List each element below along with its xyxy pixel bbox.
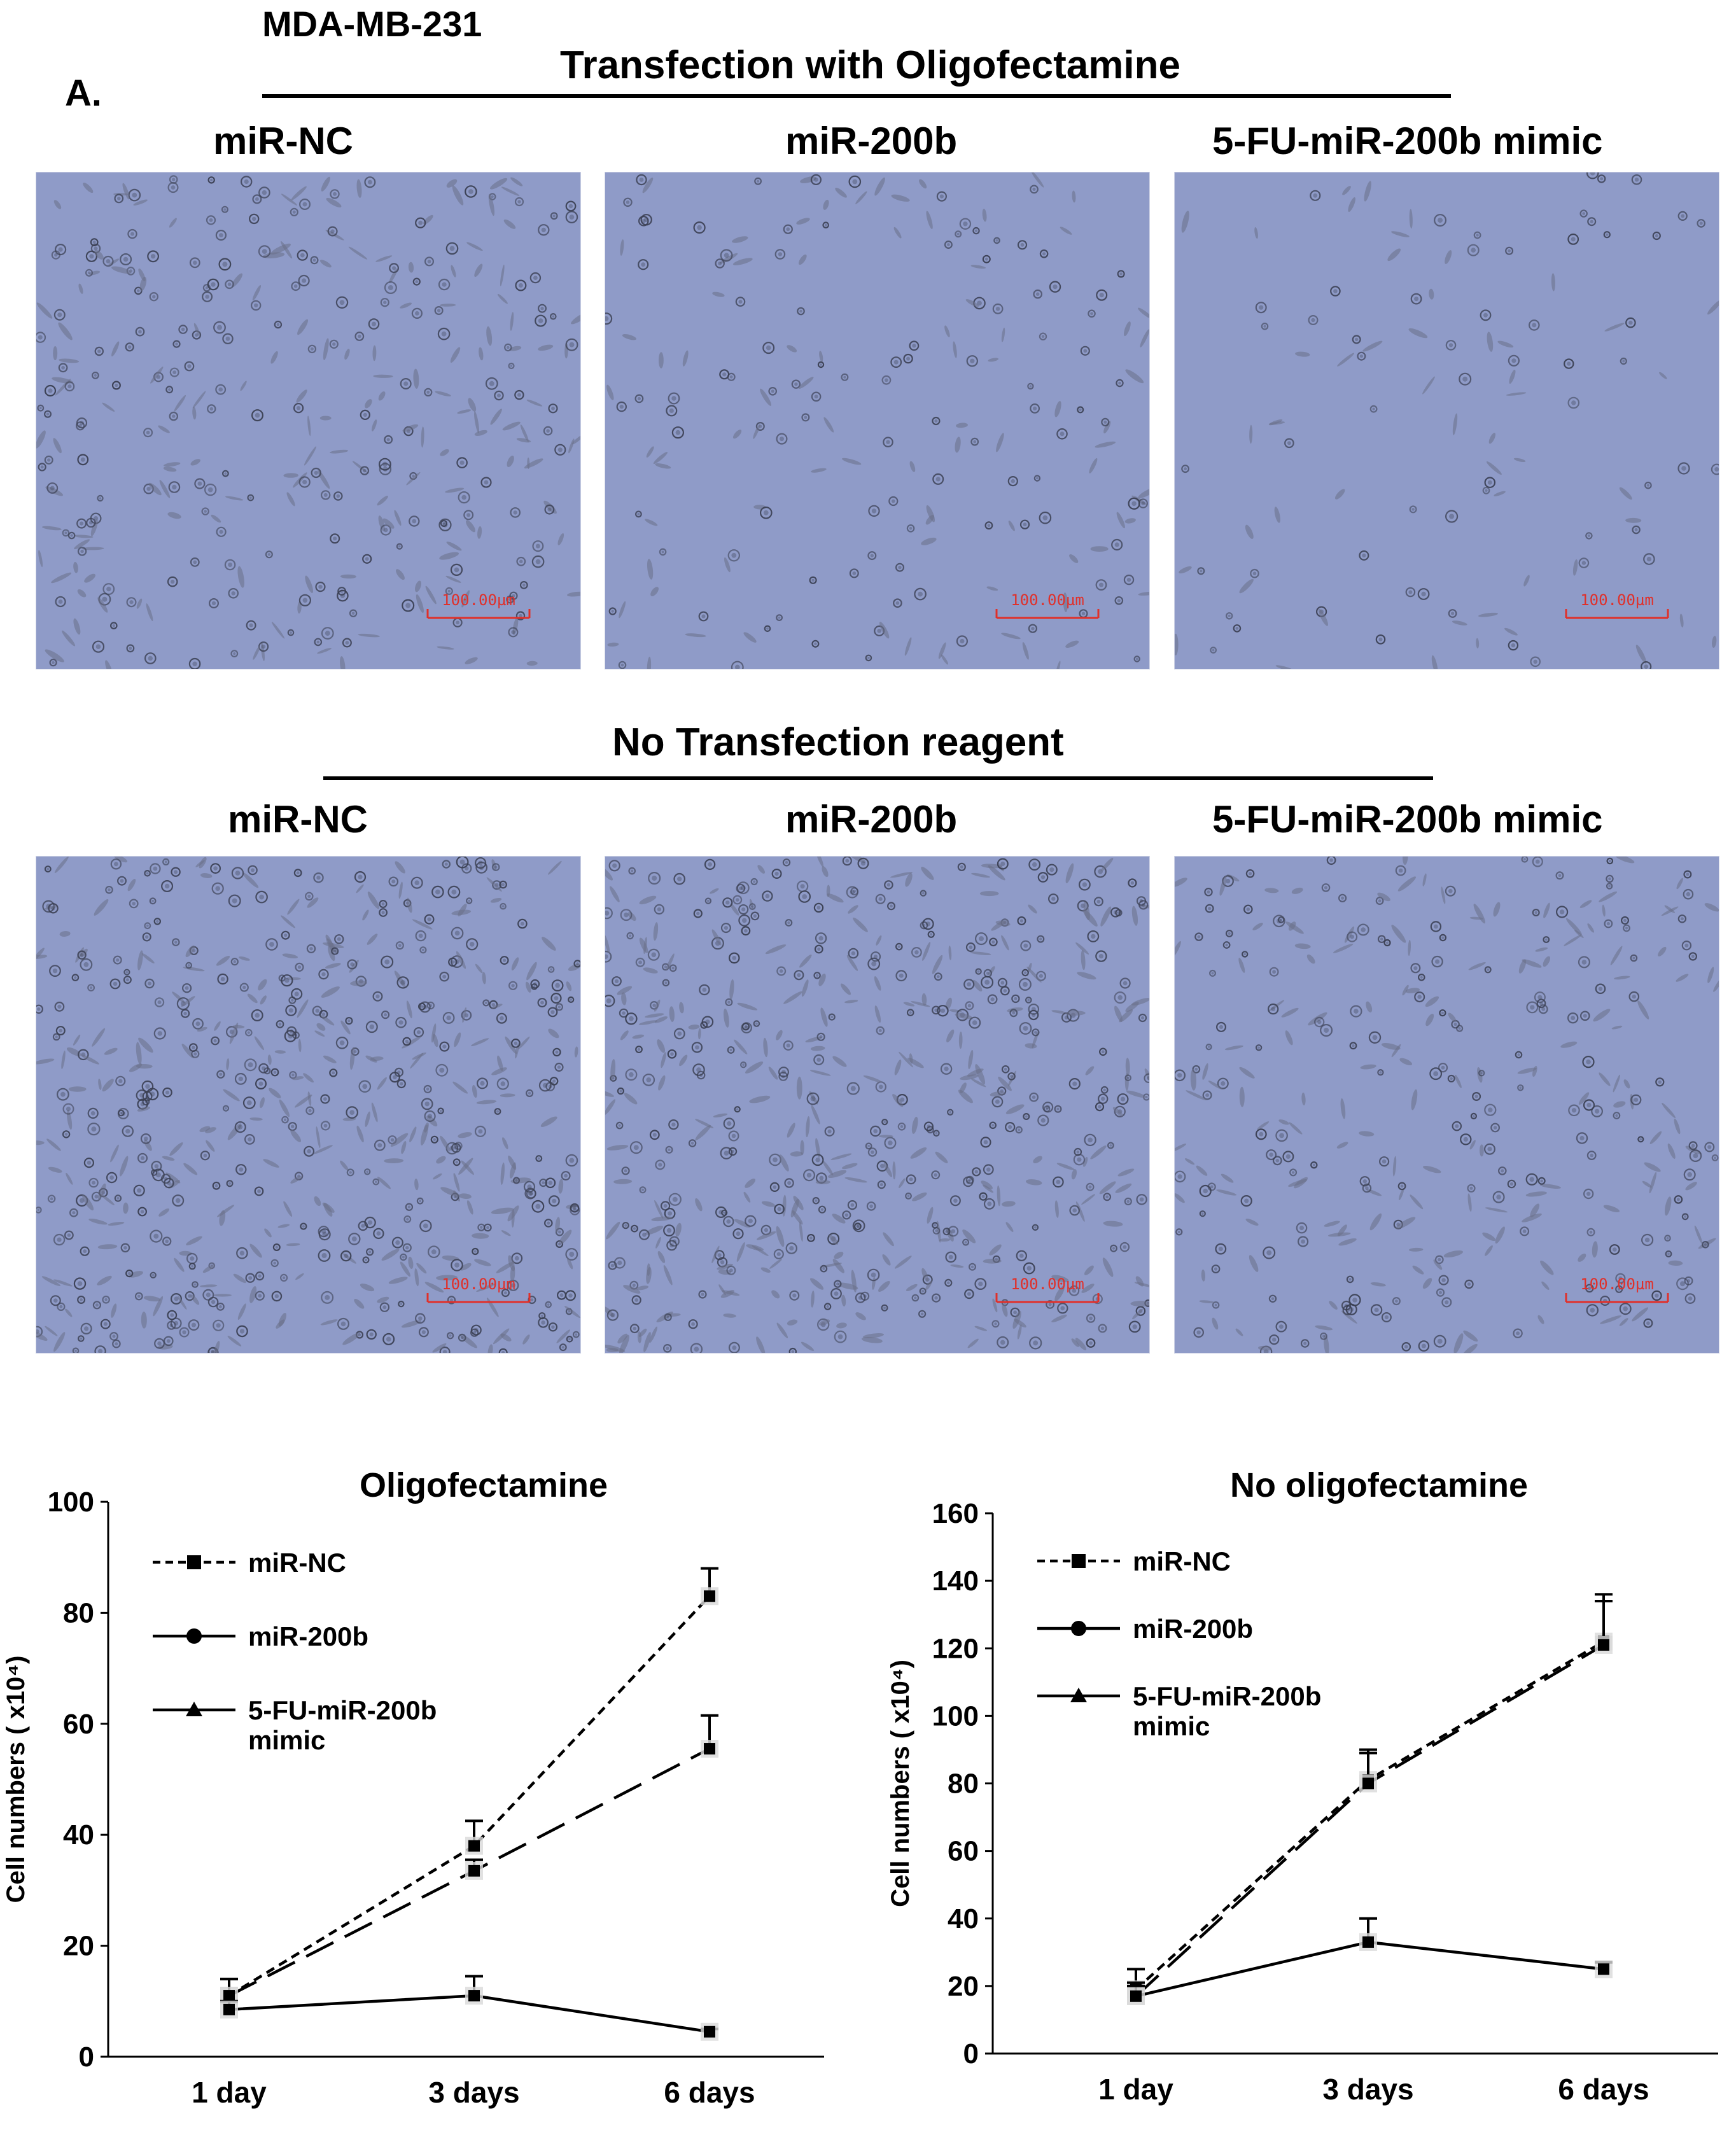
legend-label: miR-NC bbox=[1133, 1546, 1231, 1576]
scale-bar-label: 100.00µm bbox=[442, 1275, 515, 1293]
data-point bbox=[1598, 1639, 1609, 1651]
row1-col3-label: 5-FU-miR-200b mimic bbox=[1212, 120, 1603, 162]
section-2-title: No Transfection reagent bbox=[612, 720, 1064, 764]
row1-col1-label: miR-NC bbox=[213, 120, 353, 162]
legend-marker-circle bbox=[186, 1628, 202, 1644]
row2-col2-label: miR-200b bbox=[785, 798, 958, 841]
micrograph-oligo-mir-200b: 100.00µm bbox=[605, 172, 1150, 669]
chart-oligofectamine: 0 20 40 60 80 100 1 day 3 days 6 days Cell number… bbox=[2, 1466, 824, 2109]
section-1-title: Transfection with Oligofectamine bbox=[560, 43, 1180, 87]
data-point bbox=[1130, 1990, 1142, 2002]
scale-bar-label: 100.00µm bbox=[1580, 591, 1654, 609]
x-tick-label: 3 days bbox=[428, 2076, 519, 2109]
data-point bbox=[223, 1990, 235, 2002]
micrograph-noreagent-mir-nc: 100.00µm bbox=[36, 856, 581, 1354]
chart-title: No oligofectamine bbox=[1230, 1466, 1528, 1504]
data-point bbox=[468, 1990, 480, 2002]
y-tick-label: 60 bbox=[948, 1836, 979, 1867]
legend-marker-triangle bbox=[186, 1702, 202, 1716]
row1-col2-label: miR-200b bbox=[785, 120, 958, 162]
legend-marker-triangle bbox=[1070, 1688, 1087, 1702]
data-point bbox=[468, 1865, 480, 1877]
legend-label: mimic bbox=[1133, 1711, 1210, 1741]
y-tick-label: 140 bbox=[932, 1565, 979, 1597]
section-1-rule bbox=[262, 94, 1451, 98]
row2-col1-label: miR-NC bbox=[228, 798, 368, 841]
data-point bbox=[1598, 1963, 1609, 1975]
micrograph-noreagent-5fu-mimic: 100.00µm bbox=[1174, 856, 1719, 1354]
y-tick-label: 100 bbox=[48, 1487, 94, 1518]
micrograph-noreagent-mir-200b: 100.00µm bbox=[605, 856, 1150, 1354]
y-tick-label: 80 bbox=[63, 1597, 94, 1628]
x-tick-label: 6 days bbox=[664, 2076, 755, 2109]
y-axis-label: Cell numbers ( x10⁴) bbox=[2, 1656, 30, 1903]
scale-bar: 100.00µm bbox=[1565, 591, 1669, 619]
scale-bar-label: 100.00µm bbox=[1011, 591, 1084, 609]
legend-label: 5-FU-miR-200b bbox=[1133, 1681, 1321, 1711]
legend-label: miR-NC bbox=[248, 1548, 346, 1578]
x-tick-label: 6 days bbox=[1558, 2073, 1649, 2106]
x-tick-label: 1 day bbox=[1098, 2073, 1173, 2106]
micrograph-oligo-5fu-mimic: 100.00µm bbox=[1174, 172, 1719, 669]
y-tick-label: 40 bbox=[63, 1819, 94, 1851]
data-point bbox=[1362, 1777, 1374, 1789]
y-tick-label: 20 bbox=[948, 1971, 979, 2002]
y-tick-label: 40 bbox=[948, 1903, 979, 1935]
data-point bbox=[1362, 1936, 1374, 1948]
row2-col3-label: 5-FU-miR-200b mimic bbox=[1212, 798, 1603, 841]
legend-label: miR-200b bbox=[1133, 1614, 1253, 1644]
legend-marker-circle bbox=[1071, 1621, 1086, 1636]
scale-bar: 100.00µm bbox=[426, 591, 531, 619]
legend-marker-square bbox=[1072, 1554, 1086, 1568]
series-line bbox=[228, 1595, 711, 1997]
scale-bar-label: 100.00µm bbox=[1580, 1275, 1654, 1293]
data-point bbox=[223, 2003, 235, 2015]
data-point bbox=[468, 1840, 480, 1852]
scale-bar-label: 100.00µm bbox=[442, 591, 515, 609]
y-tick-label: 0 bbox=[963, 2038, 979, 2069]
legend-label: mimic bbox=[248, 1725, 325, 1755]
y-tick-label: 20 bbox=[63, 1931, 94, 1962]
y-axis-label: Cell numbers ( x10⁴) bbox=[886, 1660, 914, 1907]
scale-bar-label: 100.00µm bbox=[1011, 1275, 1084, 1293]
panel-letter: A. bbox=[65, 73, 102, 114]
section-2-rule bbox=[323, 776, 1433, 780]
y-tick-label: 160 bbox=[932, 1498, 979, 1529]
cell-line-label: MDA-MB-231 bbox=[262, 4, 482, 44]
micrograph-oligo-mir-nc: 100.00µm bbox=[36, 172, 581, 669]
y-tick-label: 60 bbox=[63, 1709, 94, 1740]
scale-bar: 100.00µm bbox=[1565, 1275, 1669, 1303]
chart-no-oligofectamine: 0 20 40 60 80 100 120 140 160 1 day 3 days 6 days Ce… bbox=[886, 1466, 1718, 2106]
data-point bbox=[704, 2026, 715, 2038]
scale-bar: 100.00µm bbox=[995, 591, 1100, 619]
y-tick-label: 0 bbox=[79, 2041, 94, 2073]
x-tick-label: 3 days bbox=[1322, 2073, 1413, 2106]
legend-label: 5-FU-miR-200b bbox=[248, 1695, 437, 1725]
scale-bar: 100.00µm bbox=[426, 1275, 531, 1303]
x-tick-label: 1 day bbox=[192, 2076, 267, 2109]
chart-title: Oligofectamine bbox=[360, 1466, 608, 1504]
y-tick-label: 80 bbox=[948, 1768, 979, 1800]
y-tick-label: 120 bbox=[932, 1633, 979, 1664]
data-point bbox=[704, 1743, 715, 1755]
data-point bbox=[704, 1590, 715, 1602]
legend-label: miR-200b bbox=[248, 1621, 368, 1651]
scale-bar: 100.00µm bbox=[995, 1275, 1100, 1303]
legend-marker-square bbox=[187, 1555, 201, 1569]
y-tick-label: 100 bbox=[932, 1700, 979, 1732]
